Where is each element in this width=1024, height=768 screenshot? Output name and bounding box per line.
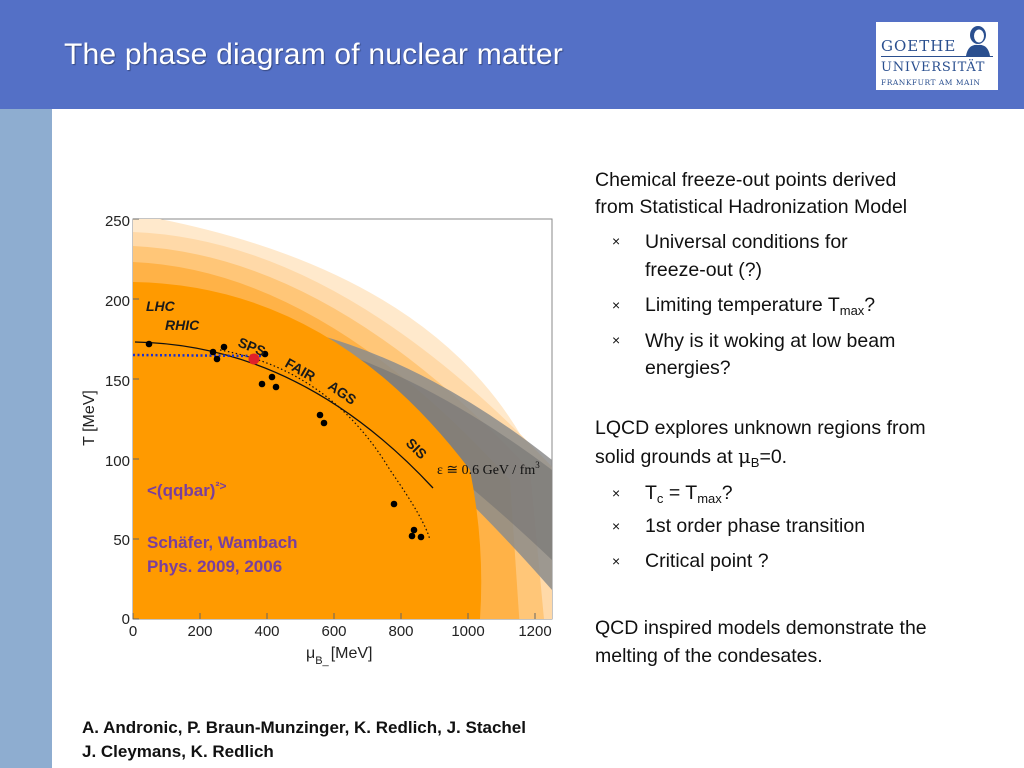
data-point: [145, 340, 153, 348]
y-tick-label: 250: [105, 213, 130, 230]
bullet-icon: ×: [612, 553, 621, 569]
lattice-line: [132, 353, 263, 358]
x-tick-label: 400: [254, 623, 279, 640]
bullet-first-order: 1st order phase transition: [645, 515, 866, 537]
data-point: [213, 355, 221, 363]
goethe-portrait-icon: [966, 26, 990, 56]
y-tick-label: 0: [122, 611, 130, 628]
bullet-limiting-temperature: Limiting temperature Tmax?: [645, 294, 876, 318]
data-point: [268, 373, 276, 381]
bullet-universal-line1: Universal conditions for: [645, 231, 848, 253]
y-tick-label: 200: [105, 293, 130, 310]
model-curve: [219, 349, 431, 541]
logo-line-1: GOETHE: [881, 37, 957, 55]
bullet-icon: ×: [612, 233, 621, 249]
data-point: [410, 526, 418, 534]
x-axis-label: μB_ [MeV]: [306, 645, 372, 667]
data-point: [261, 350, 269, 358]
y-tick-label: 50: [113, 532, 130, 549]
text-lqcd-line1: LQCD explores unknown regions from: [595, 417, 926, 439]
y-tick-label: 100: [105, 453, 130, 470]
data-point: [390, 500, 398, 508]
bullet-critical-point: Critical point ?: [645, 550, 769, 572]
y-tick-labels: 0 50 100 150 200 250: [105, 213, 130, 628]
x-tick-label: 1200: [518, 623, 551, 640]
data-point: [316, 411, 324, 419]
phase-regions: [133, 219, 552, 619]
text-lqcd-line2: solid grounds at μB=0.: [595, 445, 788, 470]
critical-point-marker: [248, 353, 260, 365]
x-tick-label: 800: [388, 623, 413, 640]
text-freeze-out-line1: Chemical freeze-out points derived: [595, 169, 897, 191]
x-tick-label: 200: [187, 623, 212, 640]
axis-ticks: [132, 218, 536, 620]
journal-label: Phys. 2009, 2006: [147, 557, 282, 576]
logo-rule: [881, 56, 993, 57]
experiment-labels: LHC RHIC: [146, 298, 200, 333]
data-point: [220, 343, 228, 351]
data-point: [320, 419, 328, 427]
bullet-icon: ×: [612, 297, 621, 313]
y-axis-label: T [MeV]: [81, 390, 98, 446]
x-axis-unit: [MeV]: [331, 645, 373, 662]
data-point: [417, 533, 425, 541]
data-point: [272, 383, 280, 391]
text-qcd-models-line2: melting of the condesates.: [595, 645, 823, 667]
x-tick-labels: 0 200 400 600 800 1000 1200: [129, 623, 552, 640]
bullet-universal-line2: freeze-out (?): [645, 259, 763, 281]
slide-title: The phase diagram of nuclear matter: [64, 38, 563, 71]
y-tick-label: 150: [105, 373, 130, 390]
model-labels: <(qqbar)²> Schäfer, Wambach Phys. 2009, …: [147, 479, 298, 576]
freeze-out-curve: [134, 341, 434, 489]
energy-density-label: ε ≅ 0.6 GeV / fm3: [437, 460, 540, 478]
bullet-why-working-line1: Why is it woking at low beam: [645, 330, 896, 352]
bullet-icon: ×: [612, 332, 621, 348]
condensate-label: <(qqbar)²>: [147, 479, 227, 500]
x-axis-sub: B_: [315, 655, 329, 667]
data-point: [209, 348, 217, 356]
x-axis-mu: μ: [306, 645, 315, 662]
label-rhic: RHIC: [165, 317, 200, 333]
credits-line-1: A. Andronic, P. Braun-Munzinger, K. Redl…: [82, 718, 526, 737]
bullet-why-working-line2: energies?: [645, 357, 731, 379]
bullet-tc-tmax: Tc = Tmax?: [645, 482, 733, 506]
text-freeze-out-line2: from Statistical Hadronization Model: [595, 196, 908, 218]
bullet-icon: ×: [612, 485, 621, 501]
logo-line-2: UNIVERSITÄT: [881, 60, 986, 75]
hadron-phase-region: [133, 282, 482, 619]
data-point: [408, 532, 416, 540]
bullet-icon: ×: [612, 518, 621, 534]
label-lhc: LHC: [146, 298, 176, 314]
authors-label: Schäfer, Wambach: [147, 533, 298, 552]
phase-diagram-figure: 0 50 100 150 200 250 0 200 400 600 800 1…: [81, 213, 553, 667]
university-logo: GOETHE UNIVERSITÄT FRANKFURT AM MAIN: [876, 22, 998, 90]
logo-line-3: FRANKFURT AM MAIN: [881, 78, 981, 87]
x-tick-label: 0: [129, 623, 137, 640]
left-accent-bar: [0, 109, 52, 768]
data-point: [258, 380, 266, 388]
text-qcd-models-line1: QCD inspired models demonstrate the: [595, 617, 927, 639]
x-tick-label: 600: [321, 623, 346, 640]
freeze-out-points: [145, 340, 425, 541]
credits-line-2: J. Cleymans, K. Redlich: [82, 742, 274, 761]
title-bar: The phase diagram of nuclear matter GOET…: [0, 0, 1024, 109]
x-tick-label: 1000: [451, 623, 484, 640]
